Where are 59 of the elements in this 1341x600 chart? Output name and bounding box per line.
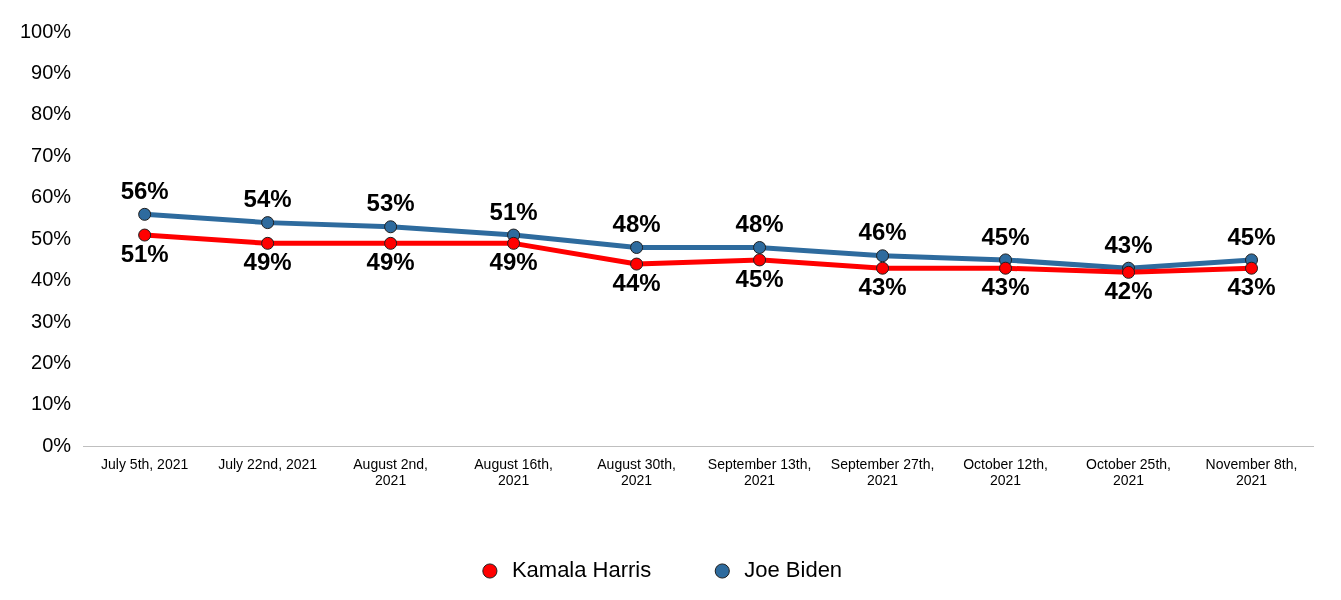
point xyxy=(630,257,644,271)
data-label: 45% xyxy=(1227,222,1276,250)
y-tick-label: 40% xyxy=(31,268,72,291)
y-tick-label: 70% xyxy=(31,143,72,166)
data-label: 42% xyxy=(1104,276,1153,304)
x-tick-label: November 8th, 2021 xyxy=(1205,455,1298,489)
legend-label: Joe Biden xyxy=(744,557,843,583)
x-tick-label: October 25th, 2021 xyxy=(1086,455,1171,489)
data-label: 49% xyxy=(243,247,292,275)
y-tick-label: 60% xyxy=(31,185,72,208)
point xyxy=(753,253,767,267)
point xyxy=(999,261,1013,275)
point xyxy=(261,236,275,250)
point xyxy=(384,236,398,250)
x-tick-label: July 5th, 2021 xyxy=(101,455,189,472)
point xyxy=(1245,261,1259,275)
point xyxy=(753,240,767,254)
data-label: 48% xyxy=(735,210,784,238)
x-tick-label: August 2nd, 2021 xyxy=(353,455,428,489)
data-label: 46% xyxy=(858,218,907,246)
point xyxy=(261,216,275,230)
data-label: 43% xyxy=(1104,230,1153,258)
point xyxy=(1122,265,1136,279)
data-label: 56% xyxy=(120,176,169,204)
x-tick-label: July 22nd, 2021 xyxy=(218,455,318,472)
data-label: 51% xyxy=(489,197,538,225)
y-tick-label: 80% xyxy=(31,102,72,125)
point xyxy=(138,207,152,221)
x-tick-label: September 13th, 2021 xyxy=(707,455,812,489)
point xyxy=(507,236,521,250)
x-tick-label: September 27th, 2021 xyxy=(830,455,935,489)
y-tick-label: 90% xyxy=(31,60,72,83)
point xyxy=(876,249,890,263)
data-label: 51% xyxy=(120,239,169,267)
y-tick-label: 20% xyxy=(31,351,72,374)
data-label: 43% xyxy=(858,272,907,300)
data-label: 48% xyxy=(612,210,661,238)
data-label: 54% xyxy=(243,185,292,213)
point xyxy=(138,228,152,242)
y-tick-label: 100% xyxy=(20,19,72,42)
data-label: 53% xyxy=(366,189,415,217)
x-tick-label: August 30th, 2021 xyxy=(597,455,676,489)
x-tick-label: October 12th, 2021 xyxy=(963,455,1048,489)
data-label: 49% xyxy=(489,247,538,275)
point xyxy=(876,261,890,275)
point xyxy=(384,220,398,234)
y-tick-label: 0% xyxy=(42,433,72,456)
data-label: 44% xyxy=(612,268,661,296)
legend-label: Kamala Harris xyxy=(511,557,652,583)
y-tick-label: 30% xyxy=(31,309,72,332)
y-tick-label: 10% xyxy=(31,392,72,415)
x-tick-label: August 16th, 2021 xyxy=(474,455,553,489)
data-label: 49% xyxy=(366,247,415,275)
data-label: 43% xyxy=(981,272,1030,300)
data-label: 43% xyxy=(1227,272,1276,300)
y-tick-label: 50% xyxy=(31,226,72,249)
data-label: 45% xyxy=(735,264,784,292)
point xyxy=(630,240,644,254)
data-label: 45% xyxy=(981,222,1030,250)
